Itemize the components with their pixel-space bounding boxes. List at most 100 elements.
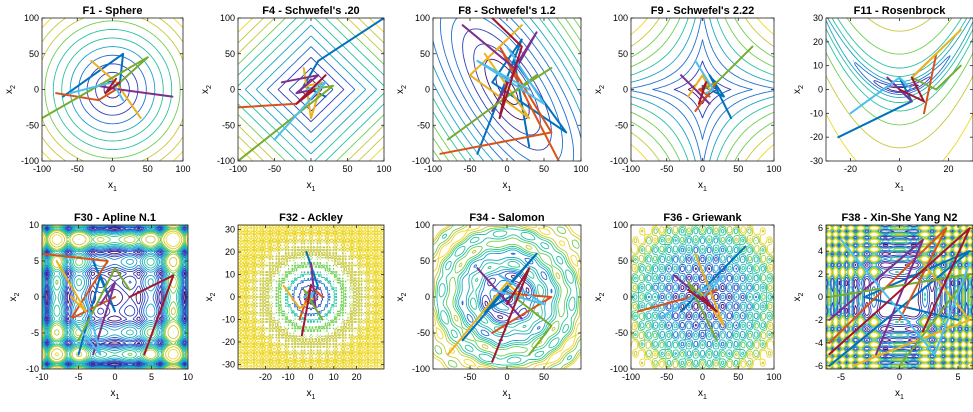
contour-level [238,18,384,161]
x-tick-label: -5 [837,372,845,382]
contour-level [42,225,188,369]
contour-lines [433,18,581,161]
y-tick-label: 100 [613,220,628,230]
contour-level [826,18,973,149]
contour-level [86,63,139,116]
y-tick-label: 0 [818,85,823,95]
x-tick-label: 50 [342,164,352,174]
y-tick-label: -10 [810,108,823,118]
x-axis-label: x1 [111,388,120,401]
trajectories [282,251,324,337]
panel-title: F34 - Salomon [469,212,544,224]
contour-lines [631,225,774,369]
y-tick-label: 0 [425,85,430,95]
y-tick-label: 5 [34,256,39,266]
y-axis-label: x2 [395,292,408,301]
contour-lines [42,18,183,161]
panel-3: -100 -50 0 50 100 -100 -50 0 50 100 F8 - Schwefel'… [395,5,589,193]
y-tick-label: 10 [29,220,39,230]
contour-level [255,35,367,144]
trajectory-line [637,288,718,313]
y-axis-label: x2 [204,292,217,301]
y-tick-label: 50 [420,49,430,59]
trajectory-line [491,267,531,363]
y-tick-label: 0 [34,292,39,302]
y-tick-label: -50 [417,120,430,130]
trajectory-line [42,252,116,320]
y-tick-label: -2 [815,315,823,325]
contour-level [61,37,164,142]
y-tick-label: 100 [415,220,430,230]
trajectories [439,18,568,161]
contour-level [826,18,973,126]
y-tick-label: -50 [615,328,628,338]
contour-level [238,18,384,161]
contour-level [652,39,753,140]
y-axis-label: x2 [792,85,805,94]
x-tick-label: 50 [143,164,153,174]
y-tick-label: -5 [31,328,39,338]
x-tick-label: 50 [733,164,743,174]
contour-level [44,20,181,159]
y-tick-label: 50 [618,256,628,266]
x-tick-label: 5 [149,372,154,382]
y-tick-label: 50 [29,49,39,59]
panel-7: -20 -10 0 10 20 -30 -20 -10 0 10 20 30 F32 - Ackley x… [204,212,385,401]
trajectory-line [687,74,711,98]
trajectory-line [828,238,924,356]
trajectory-line [910,64,962,91]
x-tick-label: 0 [308,372,313,382]
contour-lines [42,225,188,369]
x-axis-label: x1 [307,388,316,401]
panel-1: -100 -50 0 50 100 -100 -50 0 50 100 F1 - Sphere x1 x… [4,5,191,193]
trajectory-line [128,274,175,356]
x-tick-label: 0 [504,164,509,174]
panel-5: -20 0 20 -30 -20 -10 0 10 20 30 F11 - Rosenbrock x1… [792,5,973,193]
contour-level [238,225,384,369]
contour-level [631,18,774,161]
x-axis-label: x1 [307,180,316,193]
y-tick-label: 10 [813,61,823,71]
contour-level [632,226,773,368]
x-tick-label: -50 [660,372,673,382]
panel-title: F38 - Xin-She Yang N2 [842,212,958,224]
contour-level [631,18,774,161]
contour-level [433,18,581,161]
contour-level [42,225,188,369]
trajectories [446,252,553,363]
contour-lines [238,18,384,161]
x-tick-label: 20 [943,164,953,174]
x-tick-label: 100 [376,164,391,174]
contour-lines [631,18,774,161]
x-tick-label: 100 [766,164,781,174]
y-axis-label: x2 [4,85,17,94]
x-axis-label: x1 [698,180,707,193]
trajectory-line [687,288,718,313]
trajectory-line [849,76,913,115]
contour-level [438,230,576,364]
trajectory-line [910,28,962,79]
x-tick-label: 50 [733,372,743,382]
trajectory-line [97,84,174,98]
x-tick-label: 10 [183,372,193,382]
x-tick-label: -5 [74,372,82,382]
y-tick-label: -100 [21,156,39,166]
x-tick-label: 100 [766,372,781,382]
y-tick-label: 4 [818,246,823,256]
y-tick-label: -50 [615,120,628,130]
y-tick-label: 6 [818,223,823,233]
contour-level [42,18,183,161]
y-tick-label: 0 [34,85,39,95]
contour-level [631,18,774,161]
x-tick-label: -10 [282,372,295,382]
x-tick-label: -50 [71,164,84,174]
y-tick-label: 2 [818,269,823,279]
plot-area [42,18,183,161]
x-tick-label: -20 [844,164,857,174]
y-axis-label: x2 [200,85,213,94]
panel-title: F30 - Apline N.1 [74,212,156,224]
contour-level [52,28,173,151]
y-tick-label: -100 [610,364,628,374]
y-tick-label: -20 [222,337,235,347]
